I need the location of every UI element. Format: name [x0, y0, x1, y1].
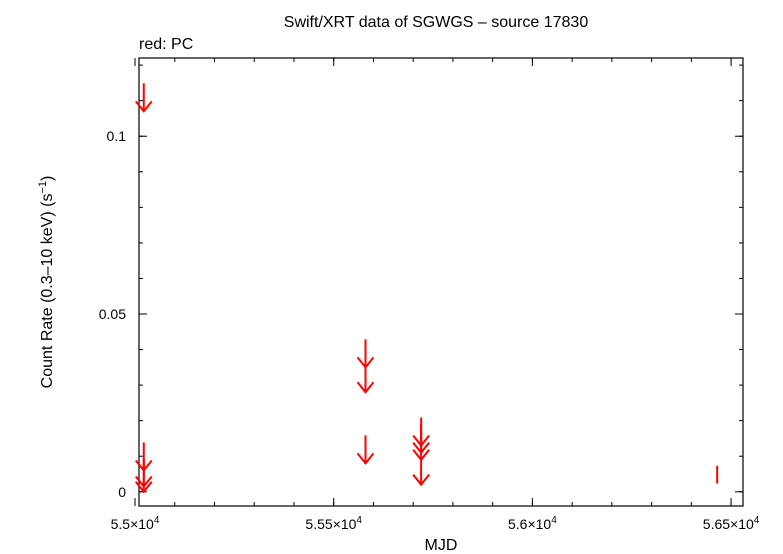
x-tick-exponent: 4 — [551, 515, 557, 526]
data-marks — [134, 83, 719, 494]
upper-limit-arrow — [356, 435, 375, 465]
y-axis-label-exponent: −1 — [37, 181, 49, 194]
chart-subtitle: red: PC — [139, 36, 193, 53]
upper-limit-arrow — [412, 456, 430, 487]
y-axis-label: Count Rate (0.3–10 keV) (s−1) — [37, 176, 56, 389]
upper-limit-arrow — [356, 364, 375, 394]
plot-frame — [138, 57, 744, 507]
upper-limit-arrow — [134, 83, 153, 113]
y-axis: 0 0.05 0.1 — [99, 64, 743, 500]
x-axis: 5.5×104 5.55×104 5.6×104 5.65×104 — [111, 58, 760, 532]
x-tick-exponent: 4 — [154, 515, 160, 526]
x-tick-mantissa: 5.65×10 — [703, 516, 754, 532]
x-tick-exponent: 4 — [754, 515, 760, 526]
x-tick-mantissa: 5.55×10 — [305, 516, 356, 532]
y-tick-label: 0.1 — [107, 128, 127, 144]
y-axis-label-tail: ) — [39, 176, 56, 181]
y-tick-label: 0.05 — [99, 306, 126, 322]
x-axis-label: MJD — [425, 537, 458, 554]
x-tick-mantissa: 5.5×10 — [111, 516, 154, 532]
x-tick-label: 5.6×104 — [508, 515, 557, 532]
x-tick-label: 5.5×104 — [111, 515, 160, 532]
y-axis-label-main: Count Rate (0.3–10 keV) (s — [39, 194, 56, 389]
x-tick-label: 5.55×104 — [305, 515, 362, 532]
y-tick-label: 0 — [118, 484, 126, 500]
upper-limit-arrow — [356, 339, 375, 369]
x-tick-mantissa: 5.6×10 — [508, 516, 551, 532]
chart-title: Swift/XRT data of SGWGS – source 17830 — [284, 14, 589, 31]
x-tick-exponent: 4 — [356, 515, 362, 526]
upper-limit-arrow — [134, 463, 153, 494]
x-tick-label: 5.65×104 — [703, 515, 760, 532]
